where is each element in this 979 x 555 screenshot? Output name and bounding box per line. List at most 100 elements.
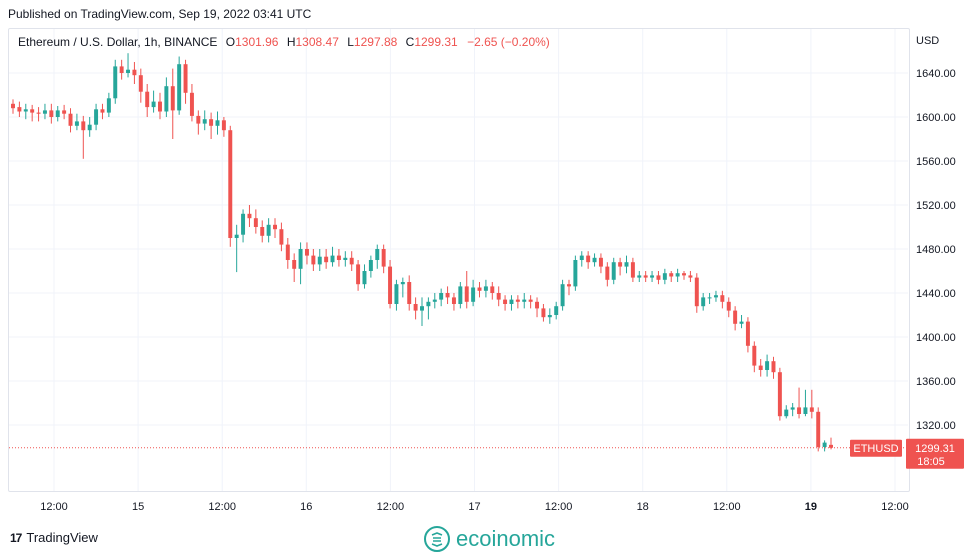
symbol-name[interactable]: Ethereum / U.S. Dollar, 1h, BINANCE (18, 35, 218, 49)
candle-up (164, 86, 169, 112)
candle-up (739, 321, 744, 324)
candle-down (829, 444, 833, 448)
candle-up (298, 249, 303, 269)
currency-label[interactable]: USD (916, 35, 940, 47)
candle-up (202, 119, 207, 124)
candle-down (158, 101, 162, 112)
chart-pane[interactable] (8, 28, 910, 492)
candle-up (426, 301, 431, 307)
candle-down (279, 229, 284, 245)
candle-down (221, 120, 226, 131)
candle-down (503, 299, 508, 304)
candle-down (694, 277, 699, 307)
candle-down (752, 345, 757, 366)
ticker-tag-label: ETHUSD (853, 443, 898, 455)
candle-up (42, 110, 47, 114)
y-tick-label: 1600.00 (916, 112, 956, 124)
close-label: C (405, 35, 415, 49)
candle-up (432, 299, 437, 302)
candle-up (55, 110, 60, 117)
candle-down (311, 255, 316, 265)
candle-down (413, 304, 418, 311)
candle-up (560, 284, 565, 307)
candle-up (458, 286, 463, 304)
candle-up (701, 297, 706, 307)
candle-up (375, 249, 380, 260)
x-tick-label: 15 (132, 501, 144, 513)
candle-up (420, 306, 424, 311)
candle-down (336, 255, 341, 260)
candle-up (177, 64, 182, 111)
low-label: L (347, 35, 354, 49)
candle-up (713, 295, 718, 298)
ohlc-legend: Ethereum / U.S. Dollar, 1h, BINANCE O130… (18, 35, 550, 49)
candle-down (356, 264, 361, 285)
candle-down (247, 213, 252, 219)
candle-down (477, 287, 482, 291)
candle-up (266, 224, 271, 236)
candle-down (598, 257, 603, 267)
candle-up (483, 286, 488, 291)
ticker-tag (850, 439, 902, 457)
candle-down (733, 310, 738, 324)
y-tick-label: 1320.00 (916, 420, 956, 432)
candle-down (292, 260, 297, 269)
candle-down (528, 299, 533, 302)
candle-up (579, 255, 584, 260)
candle-down (745, 321, 750, 346)
candle-down (285, 244, 290, 260)
candle-down (138, 75, 143, 92)
candle-down (726, 301, 731, 311)
candle-up (522, 299, 527, 302)
price-badge (906, 438, 964, 469)
candle-up (151, 101, 156, 108)
candle-up (126, 69, 131, 73)
open-value: 1301.96 (235, 35, 279, 49)
candle-down (586, 255, 591, 263)
candle-up (547, 315, 552, 318)
x-tick-label: 12:00 (545, 501, 573, 513)
x-tick-label: 12:00 (881, 501, 909, 513)
tradingview-logo[interactable]: 17 TradingView (10, 530, 98, 545)
candle-up (113, 66, 118, 99)
candle-down (349, 257, 354, 265)
candle-up (368, 260, 373, 271)
candle-down (100, 109, 105, 113)
candle-down (490, 286, 495, 293)
candle-up (343, 257, 348, 260)
candle-up (611, 262, 616, 280)
y-tick-label: 1640.00 (916, 68, 956, 80)
open-label: O (225, 35, 236, 49)
candle-up (94, 109, 99, 125)
y-tick-label: 1360.00 (916, 376, 956, 388)
candle-down (49, 110, 54, 117)
candle-up (394, 284, 399, 304)
candle-down (451, 297, 456, 304)
candle-down (809, 407, 814, 412)
candle-down (688, 275, 693, 278)
candle-down (260, 227, 265, 236)
candle-down (567, 284, 571, 287)
x-tick-label: 12:00 (208, 501, 236, 513)
ecoinomic-logo-icon (424, 526, 450, 552)
candle-up (803, 407, 808, 414)
candle-down (656, 275, 661, 280)
candle-down (30, 109, 35, 113)
candle-up (675, 273, 680, 277)
candle-up (215, 120, 220, 126)
candle-down (189, 92, 194, 116)
candle-down (515, 299, 520, 302)
candle-down (11, 103, 15, 109)
price-badge-countdown: 18:05 (917, 456, 945, 468)
candle-down (445, 293, 450, 298)
candle-up (573, 260, 578, 287)
candle-down (170, 86, 175, 111)
candle-down (771, 361, 776, 373)
candle-up (650, 275, 655, 278)
published-note: Published on TradingView.com, Sep 19, 20… (8, 7, 312, 21)
candle-up (822, 442, 827, 447)
change-value: −2.65 (−0.20%) (467, 35, 550, 49)
candle-down (324, 256, 329, 263)
candle-down (777, 372, 782, 417)
